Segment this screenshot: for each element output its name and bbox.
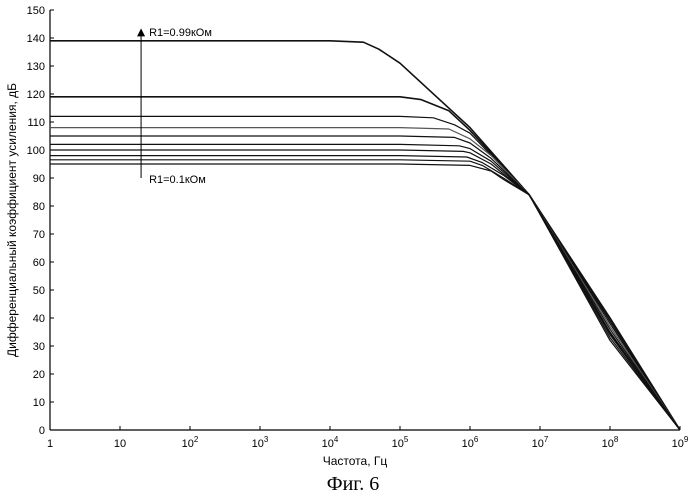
y-tick-label: 120 [27,89,45,101]
x-tick-label: 109 [672,435,689,450]
y-tick-label: 150 [27,5,45,17]
y-tick-label: 100 [27,145,45,157]
x-tick-label: 102 [182,435,199,450]
x-tick-label: 106 [462,435,479,450]
y-tick-label: 20 [33,369,45,381]
figure-caption: Фиг. 6 [327,473,379,495]
gain-curve [50,41,680,430]
x-tick-label: 105 [392,435,409,450]
y-tick-label: 50 [33,285,45,297]
x-tick-label: 1 [47,438,53,450]
gain-curve [50,164,680,430]
x-tick-label: 10 [114,438,126,450]
annotation-r1-high: R1=0.99кОм [149,27,212,39]
y-tick-label: 110 [27,117,45,129]
y-tick-label: 70 [33,229,45,241]
y-tick-label: 0 [39,425,45,437]
y-tick-label: 60 [33,257,45,269]
x-axis-label: Частота, Гц [323,454,388,468]
gain-curve [50,128,680,430]
gain-curve [50,160,680,430]
y-tick-label: 90 [33,173,45,185]
plot-frame [50,10,680,430]
y-tick-label: 10 [33,397,45,409]
y-tick-label: 30 [33,341,45,353]
y-axis-label: Дифференциальный коэффициент усиления, д… [5,83,19,357]
y-tick-label: 140 [27,33,45,45]
gain-curve [50,97,680,430]
y-tick-label: 40 [33,313,45,325]
x-tick-label: 103 [252,435,269,450]
x-tick-label: 108 [602,435,619,450]
annotation-r1-low: R1=0.1кОм [149,174,206,186]
gain-curve [50,156,680,430]
annotation-group: R1=0.99кОм R1=0.1кОм [141,27,212,186]
y-tick-label: 80 [33,201,45,213]
x-tick-label: 104 [322,435,339,450]
series-group [50,41,680,430]
y-tick-label: 130 [27,61,45,73]
x-tick-label: 107 [532,435,549,450]
